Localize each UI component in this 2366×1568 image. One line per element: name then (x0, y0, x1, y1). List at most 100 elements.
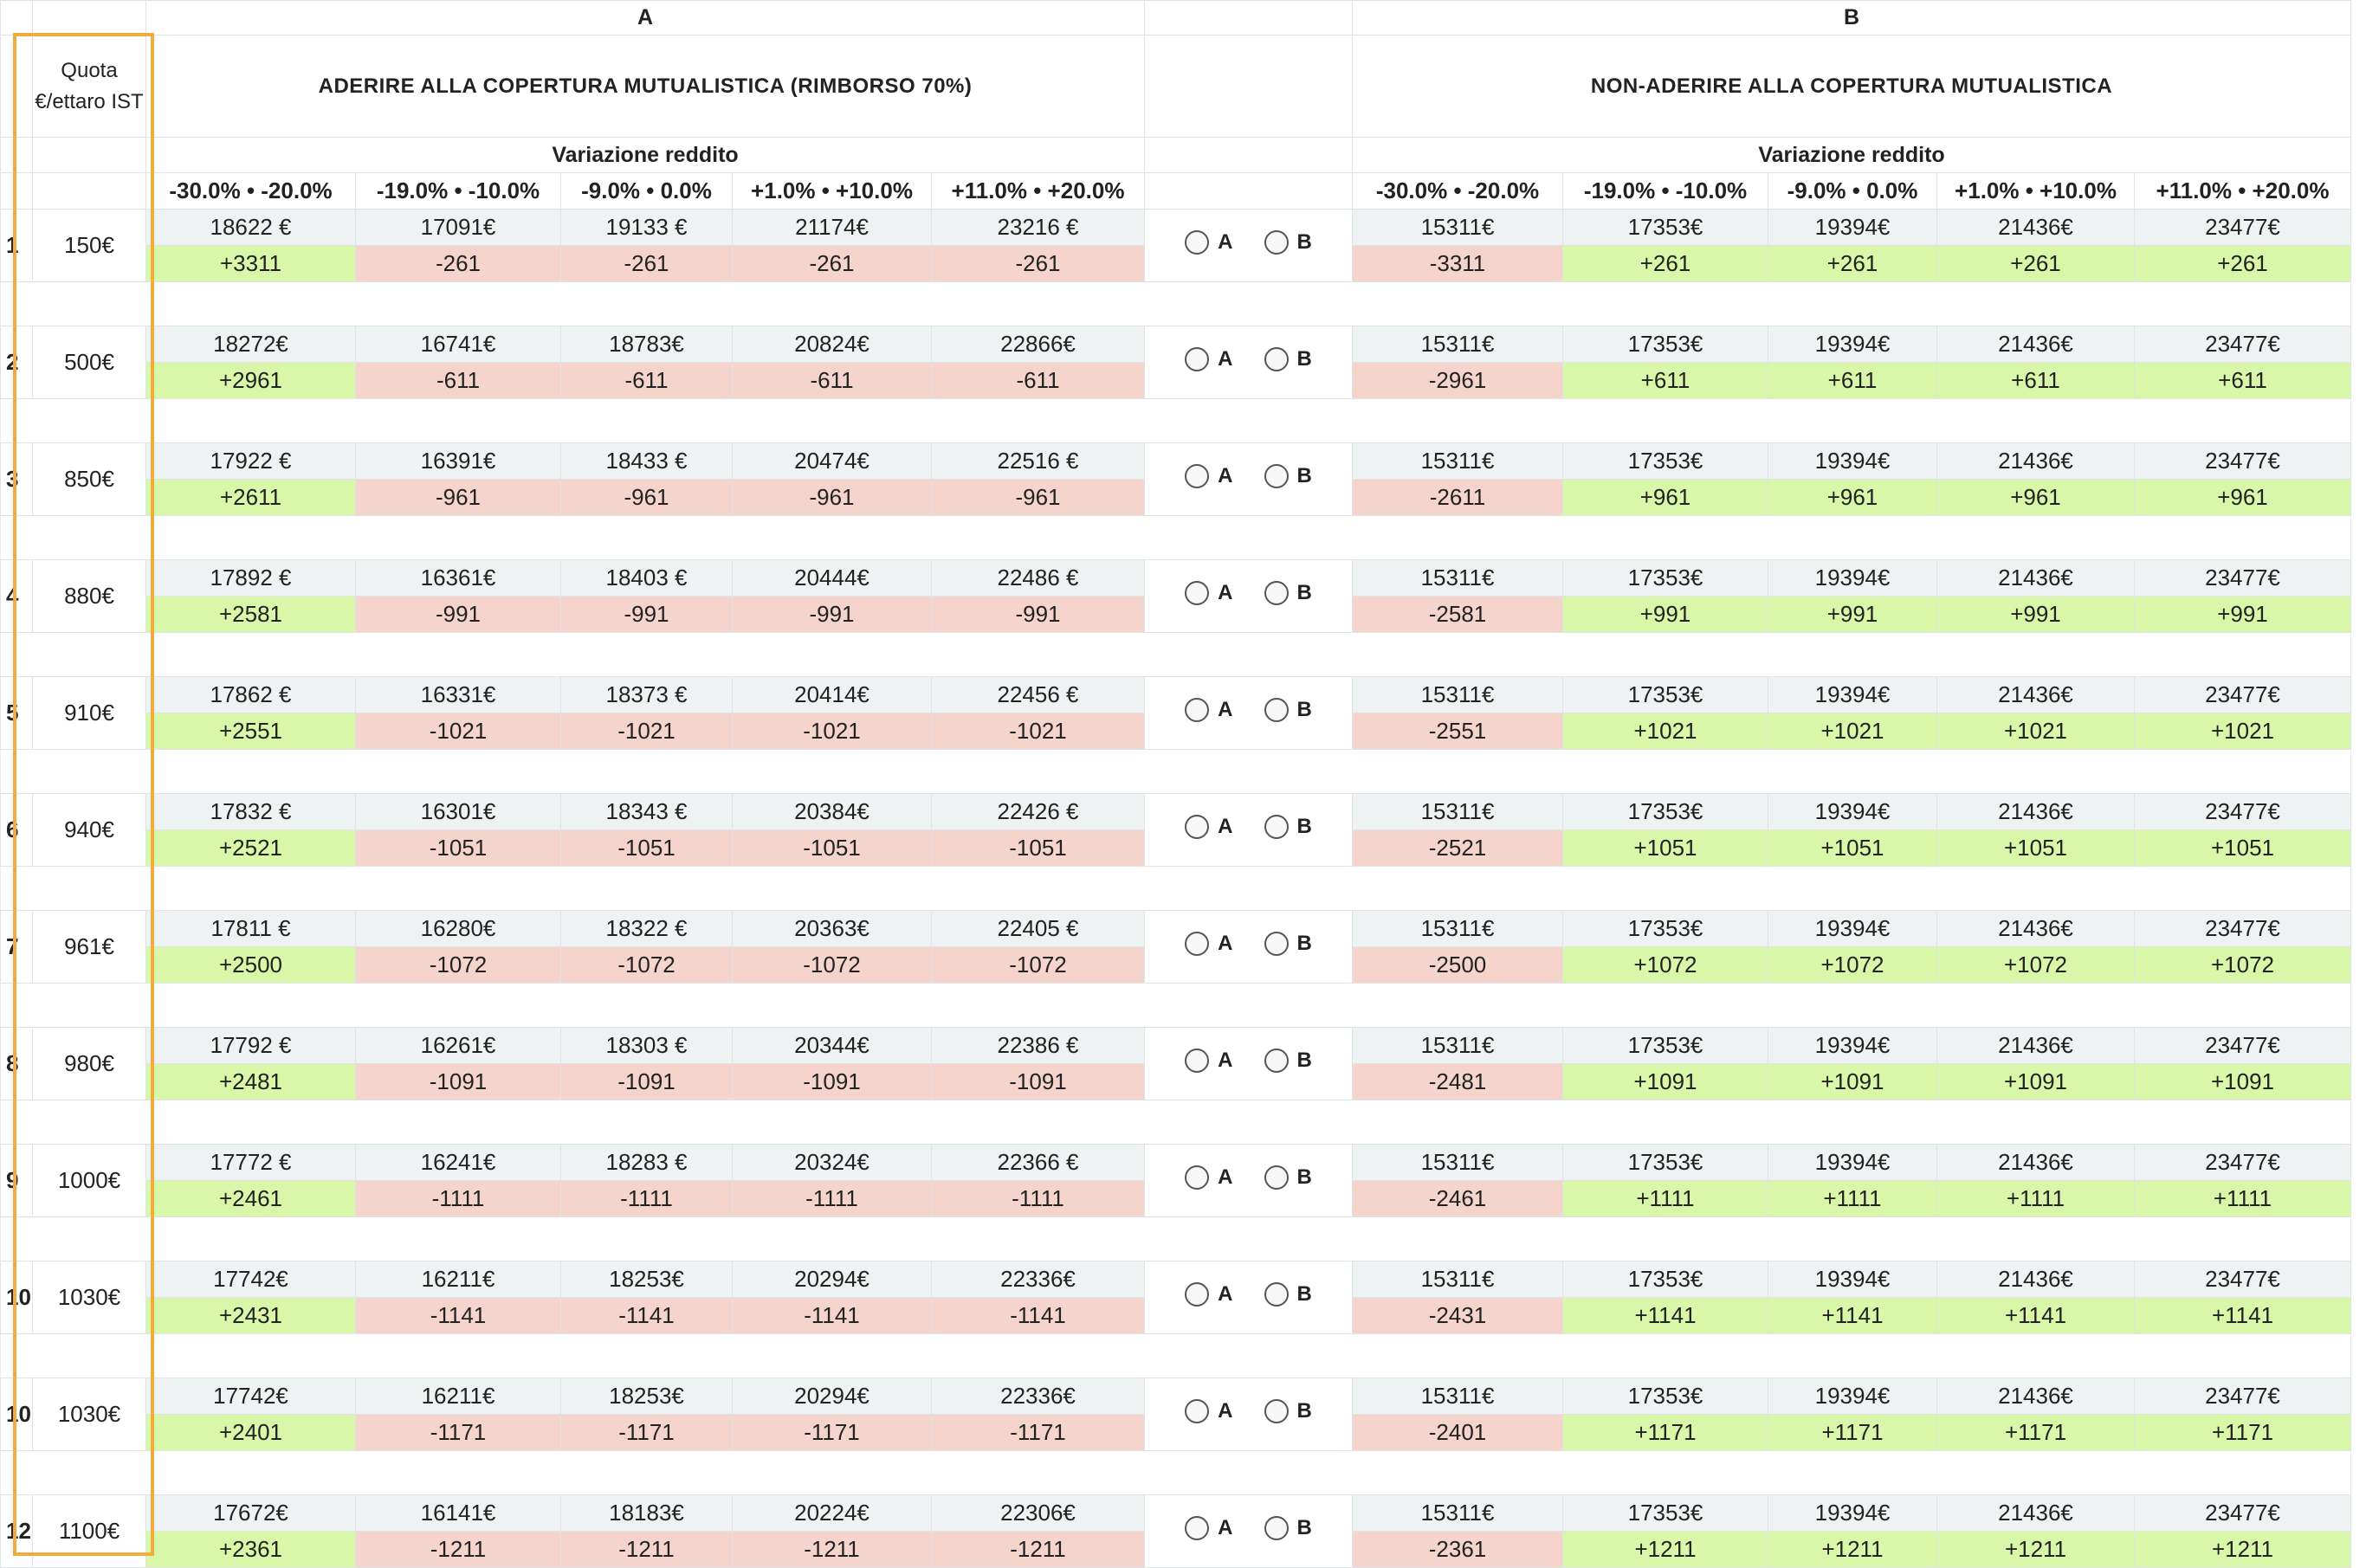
income-a-cell: 16241€ (355, 1144, 561, 1181)
option-a-radio[interactable]: A (1185, 347, 1233, 371)
radio-circle-icon[interactable] (1185, 698, 1210, 722)
diff-b-cell: +261 (1936, 245, 2135, 282)
diff-a-cell: -261 (560, 245, 733, 282)
option-a-radio[interactable]: A (1185, 698, 1233, 722)
diff-b-cell: -2961 (1352, 362, 1563, 399)
radio-circle-icon[interactable] (1185, 1516, 1210, 1540)
option-a-radio[interactable]: A (1185, 1282, 1233, 1307)
radio-circle-icon[interactable] (1264, 1049, 1289, 1073)
option-b-radio[interactable]: B (1264, 1049, 1312, 1073)
col-b-heading: B (1352, 0, 2351, 35)
option-a-radio[interactable]: A (1185, 1165, 1233, 1190)
option-a-label: A (1218, 815, 1233, 838)
row-number: 10 (0, 1261, 33, 1334)
income-b-cell: 19394€ (1768, 910, 1937, 947)
income-a-cell: 16361€ (355, 559, 561, 597)
diff-b-cell: +1021 (2134, 713, 2351, 750)
spacer-cell (0, 1333, 2351, 1378)
table-row: 4 880€ 17892 €16361€ 18403 €20444€ 22486 € A B… (0, 559, 2351, 633)
income-b-cell: 15311€ (1352, 209, 1563, 246)
row-number: 5 (0, 676, 33, 750)
option-b-radio[interactable]: B (1264, 932, 1312, 956)
option-b-radio[interactable]: B (1264, 1516, 1312, 1540)
option-b-label: B (1296, 1049, 1312, 1072)
header-row-variazione: Variazione reddito Variazione reddito (0, 137, 2351, 173)
radio-circle-icon[interactable] (1185, 932, 1210, 956)
radio-circle-icon[interactable] (1185, 1399, 1210, 1423)
income-b-cell: 21436€ (1936, 209, 2135, 246)
option-b-radio[interactable]: B (1264, 347, 1312, 371)
diff-a-cell: -961 (931, 479, 1145, 516)
option-b-label: B (1296, 1165, 1312, 1189)
diff-b-cell: +1141 (1562, 1297, 1768, 1334)
radio-circle-icon[interactable] (1264, 1399, 1289, 1423)
diff-a-cell: -1051 (732, 829, 932, 867)
diff-a-cell: -1171 (931, 1414, 1145, 1451)
income-b-cell: 15311€ (1352, 676, 1563, 713)
radio-circle-icon[interactable] (1185, 347, 1210, 371)
option-b-radio[interactable]: B (1264, 1282, 1312, 1307)
radio-circle-icon[interactable] (1264, 698, 1289, 722)
spacer-row (0, 983, 2351, 1028)
diff-a-cell: +2401 (145, 1414, 356, 1451)
radio-circle-icon[interactable] (1185, 1049, 1210, 1073)
table-row-diff: +2521 -1051 -1051 -1051 -1051 -2521 +1051 +1051… (1, 829, 2351, 867)
option-b-radio[interactable]: B (1264, 698, 1312, 722)
income-a-cell: 22426 € (931, 793, 1145, 830)
income-a-cell: 20294€ (732, 1378, 932, 1415)
income-b-cell: 19394€ (1768, 793, 1937, 830)
radio-circle-icon[interactable] (1264, 230, 1289, 255)
radio-circle-icon[interactable] (1185, 230, 1210, 255)
radio-circle-icon[interactable] (1185, 581, 1210, 605)
radio-circle-icon[interactable] (1264, 815, 1289, 839)
radio-circle-icon[interactable] (1185, 1165, 1210, 1190)
choice-col-heading (1144, 137, 1353, 173)
option-b-radio[interactable]: B (1264, 1165, 1312, 1190)
option-b-label: B (1296, 815, 1312, 838)
quota-value: 1030€ (32, 1378, 146, 1451)
income-a-cell: 17892 € (145, 559, 356, 597)
option-b-radio[interactable]: B (1264, 581, 1312, 605)
income-a-cell: 18272€ (145, 326, 356, 363)
income-b-cell: 19394€ (1768, 1144, 1937, 1181)
option-a-radio[interactable]: A (1185, 1516, 1233, 1540)
option-a-radio[interactable]: A (1185, 815, 1233, 839)
option-a-radio[interactable]: A (1185, 1049, 1233, 1073)
radio-circle-icon[interactable] (1264, 464, 1289, 488)
option-a-radio[interactable]: A (1185, 464, 1233, 488)
radio-circle-icon[interactable] (1264, 932, 1289, 956)
table-row-diff: +2481 -1091 -1091 -1091 -1091 -2481 +1091 +1091… (1, 1063, 2351, 1100)
income-b-cell: 23477€ (2134, 1027, 2351, 1064)
option-a-radio[interactable]: A (1185, 581, 1233, 605)
income-a-cell: 16211€ (355, 1261, 561, 1298)
radio-circle-icon[interactable] (1264, 1282, 1289, 1307)
spacer-cell (0, 632, 2351, 677)
option-b-radio[interactable]: B (1264, 464, 1312, 488)
radio-circle-icon[interactable] (1185, 815, 1210, 839)
quota-value: 961€ (32, 910, 146, 984)
radio-circle-icon[interactable] (1264, 1516, 1289, 1540)
radio-circle-icon[interactable] (1264, 581, 1289, 605)
income-b-cell: 23477€ (2134, 676, 2351, 713)
row-number: 2 (0, 326, 33, 399)
option-a-radio[interactable]: A (1185, 1399, 1233, 1423)
income-b-cell: 23477€ (2134, 793, 2351, 830)
option-a-radio[interactable]: A (1185, 932, 1233, 956)
diff-b-cell: +1051 (1768, 829, 1937, 867)
option-b-radio[interactable]: B (1264, 230, 1312, 255)
income-b-cell: 17353€ (1562, 676, 1768, 713)
option-a-radio[interactable]: A (1185, 230, 1233, 255)
option-b-radio[interactable]: B (1264, 1399, 1312, 1423)
radio-circle-icon[interactable] (1264, 347, 1289, 371)
diff-b-cell: +1021 (1936, 713, 2135, 750)
income-b-cell: 17353€ (1562, 1494, 1768, 1532)
option-b-radio[interactable]: B (1264, 815, 1312, 839)
diff-a-cell: -611 (355, 362, 561, 399)
option-a-label: A (1218, 1165, 1233, 1189)
income-a-cell: 18253€ (560, 1378, 733, 1415)
radio-circle-icon[interactable] (1185, 1282, 1210, 1307)
diff-b-cell: +1072 (1562, 946, 1768, 984)
radio-circle-icon[interactable] (1185, 464, 1210, 488)
radio-circle-icon[interactable] (1264, 1165, 1289, 1190)
